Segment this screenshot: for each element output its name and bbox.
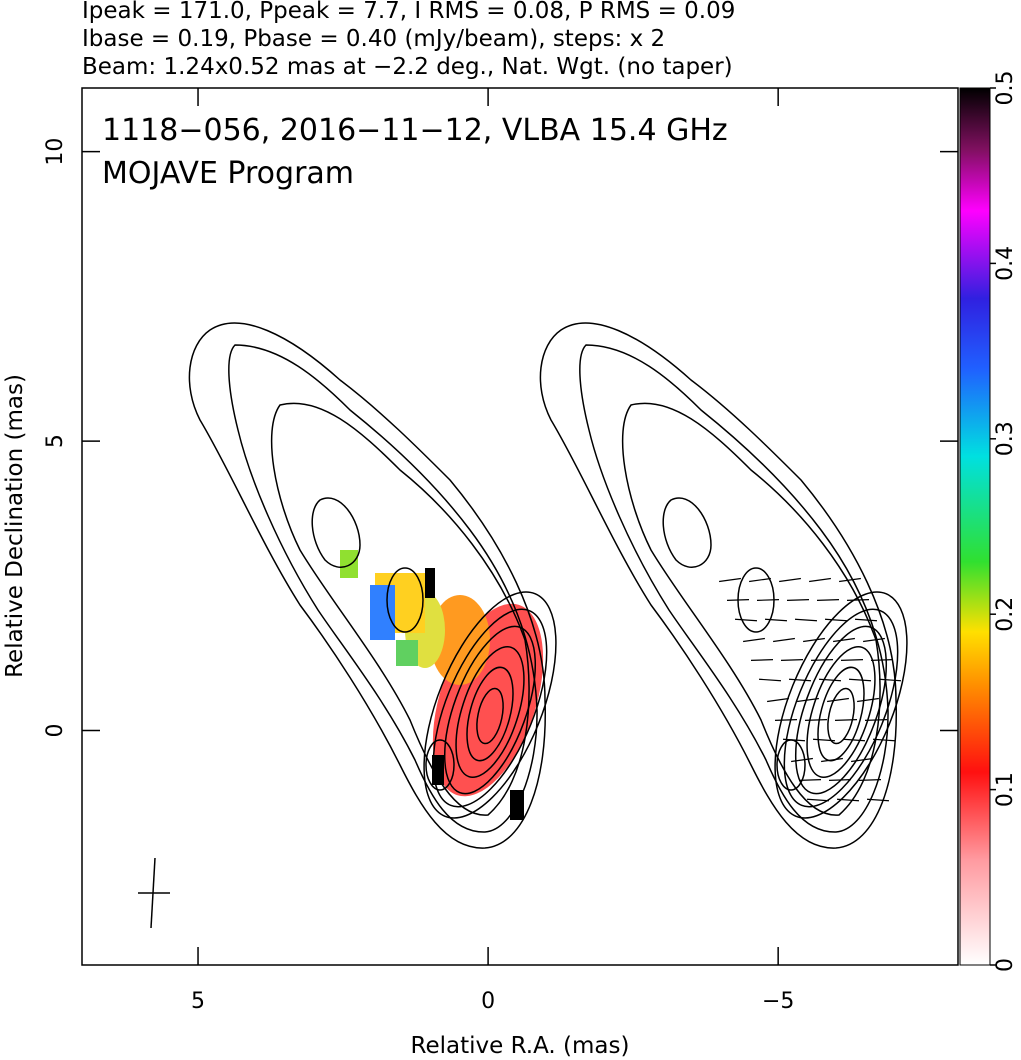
evpa-stick — [846, 599, 870, 601]
evpa-stick — [828, 779, 852, 781]
colorbar-tick-label: 0.1 — [993, 772, 1018, 807]
evpa-stick — [750, 659, 774, 661]
polarization-map — [340, 550, 544, 820]
header-line: Ibase = 0.19, Pbase = 0.40 (mJy/beam), s… — [82, 26, 665, 52]
beam-major — [150, 857, 156, 929]
evpa-stick — [842, 738, 866, 742]
y-tick-label: 0 — [43, 724, 68, 738]
evpa-stick — [816, 599, 840, 601]
evpa-stick — [824, 618, 848, 622]
evpa-stick — [812, 738, 836, 742]
y-tick-label: 10 — [43, 138, 68, 166]
evpa-stick — [756, 599, 780, 601]
evpa-stick — [848, 678, 872, 682]
x-tick-label: −5 — [762, 989, 794, 1014]
evpa-stick — [780, 659, 804, 661]
evpa-stick — [758, 678, 782, 682]
plot-frame — [81, 87, 959, 966]
y-tick-label: 5 — [43, 434, 68, 448]
evpa-stick — [827, 697, 849, 703]
evpa-stick — [779, 577, 801, 583]
plot-subtitle: MOJAVE Program — [102, 156, 354, 191]
evpa-stick — [810, 659, 834, 661]
evpa-stick — [726, 599, 750, 601]
x-axis-label: Relative R.A. (mas) — [411, 1033, 630, 1059]
evpa-stick — [858, 779, 882, 781]
evpa-stick — [743, 637, 765, 643]
fractional-pol-region — [340, 550, 358, 578]
x-tick-label: 0 — [481, 989, 495, 1014]
evpa-stick — [803, 637, 825, 643]
evpa-stick — [797, 697, 819, 703]
header: Ipeak = 171.0, Ppeak = 7.7, I RMS = 0.08… — [82, 0, 735, 80]
evpa-stick — [734, 618, 758, 622]
evpa-stick — [833, 637, 855, 643]
evpa-stick — [749, 577, 771, 583]
evpa-stick — [773, 637, 795, 643]
evpa-stick — [878, 678, 902, 682]
evpa-stick — [836, 798, 860, 802]
beam — [138, 857, 170, 929]
colorbar-tick-label: 0 — [993, 958, 1018, 972]
colorbar-tick-label: 0.2 — [993, 597, 1018, 632]
ticks: 5 0 −5 0 5 10 0 0.1 0.2 0.3 0.4 0.5 — [43, 71, 1018, 1015]
evpa-stick — [764, 618, 788, 622]
evpa-stick — [870, 659, 894, 661]
evpa-stick — [804, 719, 828, 721]
evpa-stick — [719, 577, 741, 583]
evpa-stick — [788, 678, 812, 682]
evpa-stick — [786, 599, 810, 601]
colorbar-tick-label: 0.3 — [993, 421, 1018, 456]
evpa-stick — [809, 577, 831, 583]
evpa-stick — [854, 618, 878, 622]
evpa-stick — [872, 738, 896, 742]
fractional-pol-region — [430, 595, 490, 685]
fractional-pol-region — [425, 568, 435, 598]
colorbar-tick-label: 0.4 — [993, 246, 1018, 281]
evpa-stick — [798, 779, 822, 781]
fractional-pol-region — [396, 640, 418, 666]
evpa-stick — [863, 637, 885, 643]
evpa-sticks — [719, 577, 902, 802]
y-axis-label: Relative Declination (mas) — [2, 374, 28, 678]
header-line: Ipeak = 171.0, Ppeak = 7.7, I RMS = 0.08… — [82, 0, 735, 24]
evpa-stick — [767, 697, 789, 703]
evpa-stick — [821, 757, 843, 763]
evpa-stick — [806, 798, 830, 802]
colorbar-tick-label: 0.5 — [993, 71, 1018, 106]
plot-title: 1118−056, 2016−11−12, VLBA 15.4 GHz — [102, 113, 728, 148]
evpa-stick — [782, 738, 806, 742]
evpa-stick — [839, 577, 861, 583]
header-line: Beam: 1.24x0.52 mas at −2.2 deg., Nat. W… — [82, 54, 733, 80]
fractional-pol-region — [370, 585, 395, 640]
evpa-stick — [774, 719, 798, 721]
evpa-stick — [840, 659, 864, 661]
evpa-stick — [866, 798, 890, 802]
evpa-stick — [818, 678, 842, 682]
x-tick-label: 5 — [191, 989, 205, 1014]
evpa-stick — [794, 618, 818, 622]
evpa-stick — [791, 757, 813, 763]
polarized-intensity-contours — [539, 322, 935, 849]
evpa-stick — [834, 719, 858, 721]
evpa-stick — [851, 757, 873, 763]
evpa-stick — [864, 719, 888, 721]
colorbar — [959, 87, 991, 966]
evpa-stick — [857, 697, 879, 703]
